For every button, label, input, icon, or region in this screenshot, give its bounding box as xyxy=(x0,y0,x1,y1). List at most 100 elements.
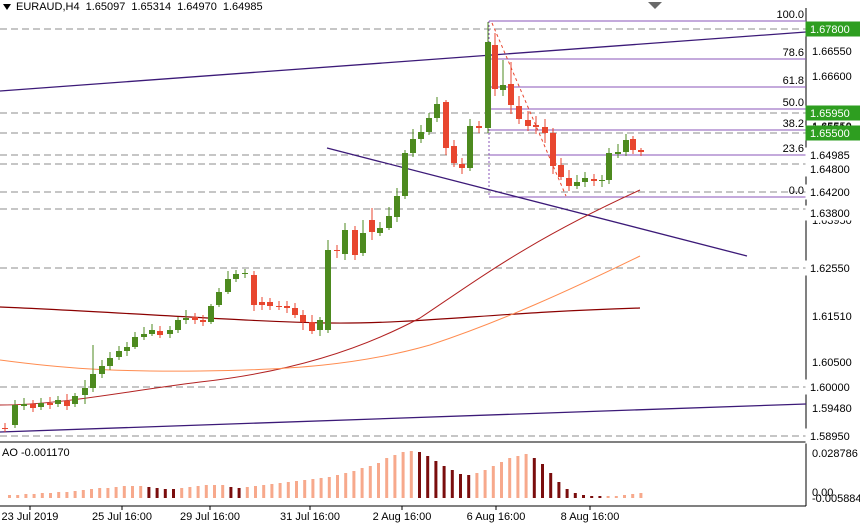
ma-fast-line xyxy=(0,255,641,372)
bull-candle xyxy=(394,196,400,217)
ao-bar xyxy=(541,464,544,498)
bear-candle xyxy=(157,331,163,335)
price-level-box: 1.63800 xyxy=(805,205,860,221)
time-axis-label: 29 Jul 16:00 xyxy=(180,511,240,523)
price-level-box-label: 1.65950 xyxy=(810,108,850,120)
symbol-label: EURAUD,H4 xyxy=(16,1,80,13)
ao-bar xyxy=(385,458,389,498)
ao-bar xyxy=(188,487,192,498)
ao-bar xyxy=(139,486,143,498)
ao-bar xyxy=(623,495,626,498)
upper-trendline xyxy=(0,31,807,92)
bear-candle xyxy=(300,315,306,322)
bull-candle xyxy=(402,153,408,196)
ao-bar xyxy=(122,486,126,498)
ao-bar xyxy=(582,495,585,498)
ao-bar xyxy=(500,462,503,498)
ao-bar xyxy=(237,488,241,498)
price-level-box: 1.67800 xyxy=(805,21,860,37)
bull-candle xyxy=(132,337,138,347)
ao-bar xyxy=(426,456,430,498)
ao-bar xyxy=(352,471,356,498)
bull-candle xyxy=(467,126,473,168)
bull-candle xyxy=(21,404,27,406)
ao-bar xyxy=(508,458,512,498)
ao-bar xyxy=(98,488,102,498)
price-tick-label: 1.66600 xyxy=(812,71,852,83)
ao-bar xyxy=(606,496,610,498)
bull-candle xyxy=(325,250,331,330)
bull-candle xyxy=(55,400,61,404)
bull-candle xyxy=(99,366,105,374)
price-tick-label: 1.60500 xyxy=(812,357,852,369)
bull-candle xyxy=(377,228,383,233)
ao-histogram xyxy=(8,451,643,498)
ao-bar xyxy=(8,495,11,498)
time-axis-label: 2 Aug 16:00 xyxy=(373,511,432,523)
bull-candle xyxy=(426,118,432,132)
ao-bar xyxy=(327,477,331,498)
bear-candle xyxy=(542,127,548,133)
ma-medium-line xyxy=(0,189,641,406)
price-tick-label: 1.66550 xyxy=(812,46,852,58)
price-level-box-bg xyxy=(805,205,860,221)
price-level-box-label: 1.60000 xyxy=(810,382,850,394)
price-level-box: 1.58950 xyxy=(805,428,860,444)
ao-bar xyxy=(516,456,520,498)
ao-bar xyxy=(213,485,216,498)
bull-candle xyxy=(606,153,612,180)
bull-candle xyxy=(500,85,506,90)
bull-candle xyxy=(225,279,231,292)
dropdown-triangle-icon[interactable] xyxy=(3,4,11,11)
bull-candle xyxy=(216,292,222,305)
ao-indicator-label: AO -0.001170 xyxy=(2,447,70,459)
time-axis-label: 23 Jul 2019 xyxy=(2,511,59,523)
price-level-box: 1.60000 xyxy=(805,379,860,395)
fibo-level-label: 50.0 xyxy=(783,97,804,109)
bull-candle xyxy=(124,347,130,351)
ao-bar xyxy=(639,493,643,498)
ao-bar xyxy=(286,482,290,498)
high-value: 1.65314 xyxy=(131,1,172,13)
ao-bar xyxy=(245,487,249,498)
bear-candle xyxy=(276,306,282,307)
bear-candle xyxy=(516,106,522,119)
bull-candle xyxy=(242,273,248,274)
price-level-box: 1.65950 xyxy=(805,105,860,121)
bear-candle xyxy=(47,403,53,405)
bull-candle xyxy=(90,374,96,388)
bull-candle xyxy=(233,274,239,279)
bear-candle xyxy=(369,220,375,232)
bear-candle xyxy=(267,302,273,306)
ao-bar xyxy=(114,487,118,498)
bear-candle xyxy=(558,165,564,177)
bull-candle xyxy=(317,320,323,330)
price-level-box-label: 1.63800 xyxy=(810,208,850,220)
ao-bar xyxy=(336,475,339,498)
ao-bar xyxy=(377,463,380,498)
open-value: 1.65097 xyxy=(85,1,126,13)
bear-candle xyxy=(200,320,206,322)
price-level-box-label: 1.67800 xyxy=(810,24,850,36)
fibo-level-label: 61.8 xyxy=(783,75,804,87)
ao-bar xyxy=(180,488,184,498)
ao-bar xyxy=(491,466,495,498)
ao-bar xyxy=(549,473,553,498)
ao-bar xyxy=(40,493,44,498)
low-value: 1.64970 xyxy=(177,1,217,13)
price-level-box-label: 1.64800 xyxy=(810,164,850,176)
bear-candle xyxy=(566,178,572,186)
ao-bar xyxy=(368,466,372,498)
bull-candle xyxy=(434,104,440,118)
ao-bar xyxy=(401,452,405,498)
bear-candle xyxy=(492,45,498,89)
ao-bar xyxy=(532,458,536,498)
price-level-box-bg xyxy=(805,105,860,121)
bear-candle xyxy=(591,179,597,181)
ao-bar xyxy=(229,487,233,498)
ao-bar xyxy=(278,483,282,498)
fibo-level-label: 23.6 xyxy=(783,143,804,155)
ao-bar xyxy=(524,454,528,498)
ao-bar xyxy=(434,461,438,498)
